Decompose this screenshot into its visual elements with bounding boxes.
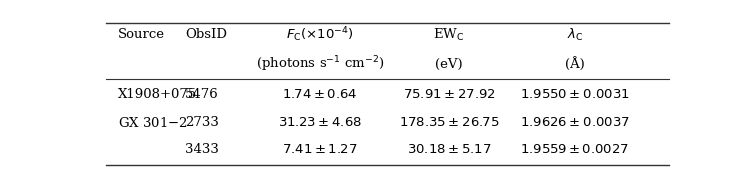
Text: X1908+075: X1908+075 [118, 88, 197, 101]
Text: Source: Source [118, 28, 165, 41]
Text: 3433: 3433 [185, 143, 219, 156]
Text: 5476: 5476 [185, 88, 219, 101]
Text: EW$_{\mathrm{C}}$: EW$_{\mathrm{C}}$ [433, 27, 465, 43]
Text: $31.23 \pm 4.68$: $31.23 \pm 4.68$ [278, 116, 362, 129]
Text: ObsID: ObsID [185, 28, 228, 41]
Text: $75.91 \pm 27.92$: $75.91 \pm 27.92$ [403, 88, 495, 101]
Text: GX 301$-$2: GX 301$-$2 [118, 116, 187, 130]
Text: $178.35 \pm 26.75$: $178.35 \pm 26.75$ [398, 116, 499, 129]
Text: $1.9626 \pm 0.0037$: $1.9626 \pm 0.0037$ [520, 116, 630, 129]
Text: 2733: 2733 [185, 116, 219, 129]
Text: $1.9550 \pm 0.0031$: $1.9550 \pm 0.0031$ [520, 88, 630, 101]
Text: $7.41 \pm 1.27$: $7.41 \pm 1.27$ [282, 143, 358, 156]
Text: (photons s$^{-1}$ cm$^{-2}$): (photons s$^{-1}$ cm$^{-2}$) [256, 55, 384, 74]
Text: $30.18 \pm 5.17$: $30.18 \pm 5.17$ [407, 143, 491, 156]
Text: $F_{\mathrm{C}}(\times10^{-4})$: $F_{\mathrm{C}}(\times10^{-4})$ [287, 25, 354, 44]
Text: (eV): (eV) [435, 58, 463, 71]
Text: (Å): (Å) [565, 58, 585, 71]
Text: $\lambda_{\mathrm{C}}$: $\lambda_{\mathrm{C}}$ [567, 27, 583, 43]
Text: $1.9559 \pm 0.0027$: $1.9559 \pm 0.0027$ [520, 143, 630, 156]
Text: $1.74 \pm 0.64$: $1.74 \pm 0.64$ [282, 88, 358, 101]
